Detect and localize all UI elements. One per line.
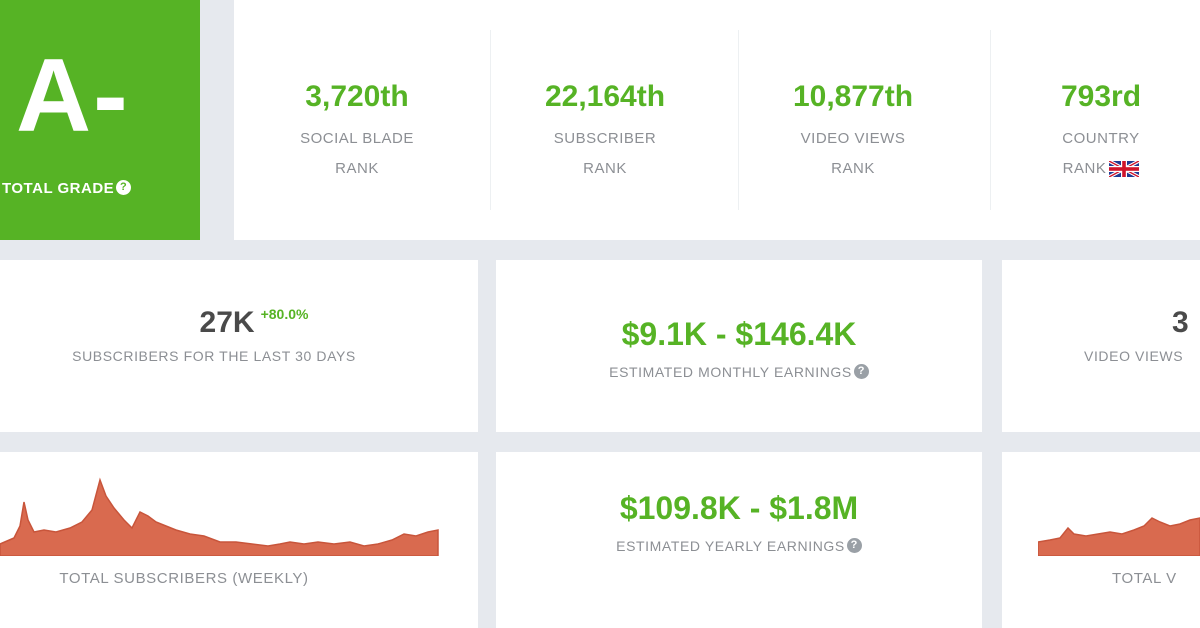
yearly-earnings-value: $109.8K - $1.8M <box>619 490 859 526</box>
rank-label-line2: RANK <box>1062 160 1107 177</box>
rank-label-line2: RANK <box>335 160 379 177</box>
rank-value: 10,877th <box>792 80 914 113</box>
subscribers-30d-label: SUBSCRIBERS FOR THE LAST 30 DAYS <box>72 348 356 364</box>
rank-divider <box>990 30 991 210</box>
rank-label-line2: RANK <box>583 160 627 177</box>
rank-label-line1: COUNTRY <box>1062 130 1140 147</box>
total-views-chart-label: TOTAL V <box>1112 570 1177 587</box>
yearly-earnings-label: ESTIMATED YEARLY EARNINGS <box>616 538 845 554</box>
total-grade-label: TOTAL GRADE <box>2 180 115 197</box>
question-circle-icon[interactable]: ? <box>116 180 132 195</box>
total-views-sparkline <box>1038 517 1200 556</box>
rank-value: 793rd <box>1060 80 1142 113</box>
subscribers-change-badge: +80.0% <box>260 306 309 322</box>
social-blade-rank: 3,720th SOCIAL BLADE RANK <box>234 0 480 240</box>
video-views-30d-card: 3 VIDEO VIEWS <box>1002 260 1200 432</box>
subscribers-30d-value: 27K <box>199 306 255 339</box>
monthly-earnings-card: $9.1K - $146.4K ESTIMATED MONTHLY EARNIN… <box>496 260 982 432</box>
rank-label-line1: VIDEO VIEWS <box>800 130 906 147</box>
yearly-earnings-card: $109.8K - $1.8M ESTIMATED YEARLY EARNING… <box>496 452 982 628</box>
subscribers-30d-row: 27K +80.0% <box>30 306 478 340</box>
rank-label-line2-row: RANK <box>978 154 1200 184</box>
rank-divider <box>738 30 739 210</box>
uk-flag-icon <box>1109 161 1140 178</box>
monthly-earnings-label-row: ESTIMATED MONTHLY EARNINGS? <box>496 364 982 380</box>
grade-letter: A- <box>16 38 130 154</box>
rank-label: SUBSCRIBER RANK <box>482 124 728 184</box>
rank-label-line1: SOCIAL BLADE <box>300 130 414 147</box>
question-circle-icon[interactable]: ? <box>853 364 869 379</box>
subscriber-rank: 22,164th SUBSCRIBER RANK <box>482 0 728 240</box>
video-views-30d-label: VIDEO VIEWS <box>1084 348 1184 364</box>
rank-value: 22,164th <box>544 80 666 113</box>
monthly-earnings-label: ESTIMATED MONTHLY EARNINGS <box>609 364 852 380</box>
total-views-chart-card: TOTAL V <box>1002 452 1200 628</box>
total-subscribers-chart-label: TOTAL SUBSCRIBERS (WEEKLY) <box>59 570 309 587</box>
rank-label: VIDEO VIEWS RANK <box>730 124 976 184</box>
rank-value: 3,720th <box>305 80 409 113</box>
video-views-rank: 10,877th VIDEO VIEWS RANK <box>730 0 976 240</box>
subscribers-area <box>0 477 439 556</box>
rank-card: 3,720th SOCIAL BLADE RANK 22,164th SUBSC… <box>234 0 1200 240</box>
subscribers-30d-card: 27K +80.0% SUBSCRIBERS FOR THE LAST 30 DA… <box>0 260 478 432</box>
rank-label-line1: SUBSCRIBER <box>553 130 657 147</box>
monthly-earnings-value: $9.1K - $146.4K <box>621 316 857 352</box>
rank-label: COUNTRY RANK <box>978 124 1200 184</box>
total-subscribers-chart-card: TOTAL SUBSCRIBERS (WEEKLY) <box>0 452 478 628</box>
rank-label-line2: RANK <box>831 160 875 177</box>
yearly-earnings-label-row: ESTIMATED YEARLY EARNINGS? <box>496 538 982 554</box>
rank-label: SOCIAL BLADE RANK <box>234 124 480 184</box>
total-grade-box: A- TOTAL GRADE? <box>0 0 200 240</box>
grade-label-row: TOTAL GRADE? <box>2 180 132 197</box>
total-subscribers-sparkline <box>0 477 439 556</box>
video-views-30d-value: 3 <box>1172 306 1189 339</box>
question-circle-icon[interactable]: ? <box>846 538 862 553</box>
country-rank: 793rd COUNTRY RANK <box>978 0 1200 240</box>
rank-divider <box>490 30 491 210</box>
views-area <box>1038 517 1200 556</box>
